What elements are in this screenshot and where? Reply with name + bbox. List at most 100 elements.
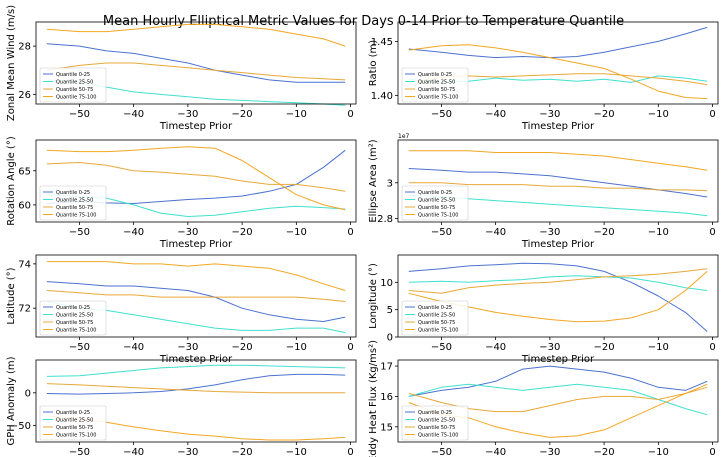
x-axis-label: Timestep Prior (159, 121, 233, 132)
legend-label: Quantile 75-100 (418, 95, 458, 101)
x-tick-label: −20 (232, 342, 253, 353)
x-tick-label: 0 (347, 447, 353, 457)
series-line-2 (408, 275, 708, 291)
y-tick-label: 0 (25, 388, 31, 399)
x-tick-label: −20 (594, 447, 615, 457)
series-line-3 (46, 62, 346, 81)
legend-box (401, 300, 469, 336)
series-line-3 (46, 162, 346, 192)
legend-label: Quantile 50-75 (418, 425, 455, 431)
series-line-4 (46, 261, 346, 291)
series-line-3 (46, 290, 346, 302)
y-tick-label: 28 (18, 42, 31, 53)
series-line-1 (46, 281, 346, 322)
axes-frame (35, 254, 357, 338)
legend-label: Quantile 50-75 (56, 320, 93, 326)
series-line-1 (46, 43, 346, 83)
legend-label: Quantile 0-25 (418, 72, 452, 78)
y-tick-label: 5 (387, 305, 393, 316)
legend-label: Quantile 75-100 (56, 433, 96, 439)
y-axis-label: GPH Anomaly (m) (6, 356, 17, 445)
x-tick-label: −30 (539, 342, 560, 353)
series-line-4 (408, 44, 708, 100)
x-tick-label: −50 (431, 227, 452, 238)
legend-box (39, 405, 107, 441)
x-tick-label: −30 (539, 227, 560, 238)
y-tick-label: 2.8 (377, 214, 393, 225)
legend-label: Quantile 25-50 (56, 198, 93, 204)
chart-panel-7: −50 −40 −30 −20 −10 0 −50 0 Timestep Prior GPH An… (6, 356, 357, 457)
y-tick-label: 72 (18, 304, 31, 315)
legend-label: Quantile 0-25 (56, 190, 90, 196)
x-tick-label: 0 (709, 109, 715, 120)
x-tick-label: −50 (69, 447, 90, 457)
series-line-3 (46, 383, 346, 394)
x-axis-label: Timestep Prior (521, 354, 595, 365)
y-tick-label: −50 (10, 421, 31, 432)
x-tick-label: −50 (69, 227, 90, 238)
y-tick-label: 26 (18, 90, 31, 101)
series-line-1 (46, 373, 346, 395)
series-line-3 (408, 268, 708, 294)
legend-label: Quantile 0-25 (418, 190, 452, 196)
legend-label: Quantile 50-75 (56, 87, 93, 93)
legend-box (401, 405, 469, 441)
series-line-1 (408, 365, 708, 397)
x-tick-label: −50 (431, 447, 452, 457)
x-tick-label: 0 (709, 447, 715, 457)
x-tick-label: −40 (485, 109, 506, 120)
x-tick-label: −40 (123, 447, 144, 457)
x-axis-label: Timestep Prior (159, 354, 233, 365)
x-tick-label: −30 (177, 342, 198, 353)
legend-label: Quantile 25-50 (418, 198, 455, 204)
y-tick-label: 1.40 (371, 91, 393, 102)
series-line-2 (408, 383, 708, 416)
legend-label: Quantile 75-100 (418, 328, 458, 334)
x-axis-label: Timestep Prior (521, 239, 595, 250)
legend-label: Quantile 75-100 (56, 213, 96, 219)
legend-label: Quantile 50-75 (418, 320, 455, 326)
x-tick-label: −20 (594, 227, 615, 238)
x-tick-label: −30 (177, 109, 198, 120)
y-tick-label: 74 (18, 259, 31, 270)
x-tick-label: −40 (485, 447, 506, 457)
legend-label: Quantile 75-100 (418, 433, 458, 439)
legend-label: Quantile 0-25 (56, 305, 90, 311)
legend-label: Quantile 75-100 (56, 95, 96, 101)
chart-panel-8: −50 −40 −30 −20 −10 0 15 16 17 Timestep Prior Eddy… (368, 340, 719, 457)
legend-label: Quantile 75-100 (418, 213, 458, 219)
chart-panel-5: −50 −40 −30 −20 −10 0 72 74 Timestep Prior Latitu… (6, 254, 357, 365)
series-line-1 (408, 26, 708, 59)
legend-box (39, 300, 107, 336)
y-axis-label: Ellipse Area (m²) (368, 139, 379, 222)
series-line-2 (46, 364, 346, 377)
x-tick-label: −10 (648, 227, 669, 238)
x-tick-label: 0 (347, 342, 353, 353)
figure-title: Mean Hourly Elliptical Metric Values for… (102, 14, 625, 29)
y-tick-label: 3 (387, 178, 393, 189)
series-line-4 (46, 23, 346, 47)
y-tick-label: 16 (380, 392, 393, 403)
legend-label: Quantile 25-50 (418, 418, 455, 424)
legend-label: Quantile 25-50 (56, 418, 93, 424)
x-tick-label: −50 (69, 109, 90, 120)
axes-frame (397, 139, 719, 223)
legend-label: Quantile 50-75 (56, 425, 93, 431)
y-tick-label: 17 (380, 362, 393, 373)
chart-panel-2: −50 −40 −30 −20 −10 0 1.40 1.45 Timestep Prior Ra… (368, 21, 719, 132)
x-tick-label: −40 (123, 342, 144, 353)
axes-frame (397, 21, 719, 105)
legend-label: Quantile 25-50 (418, 80, 455, 86)
x-tick-label: −20 (232, 109, 253, 120)
y-tick-label: 60 (18, 200, 31, 211)
x-tick-label: −10 (286, 342, 307, 353)
legend-label: Quantile 50-75 (418, 87, 455, 93)
x-tick-label: −30 (177, 447, 198, 457)
y-axis-label: Longitude (°) (368, 263, 379, 329)
x-tick-label: −10 (286, 227, 307, 238)
legend-label: Quantile 25-50 (56, 80, 93, 86)
legend-box (39, 185, 107, 221)
legend-label: Quantile 50-75 (418, 205, 455, 211)
x-tick-label: −10 (286, 109, 307, 120)
